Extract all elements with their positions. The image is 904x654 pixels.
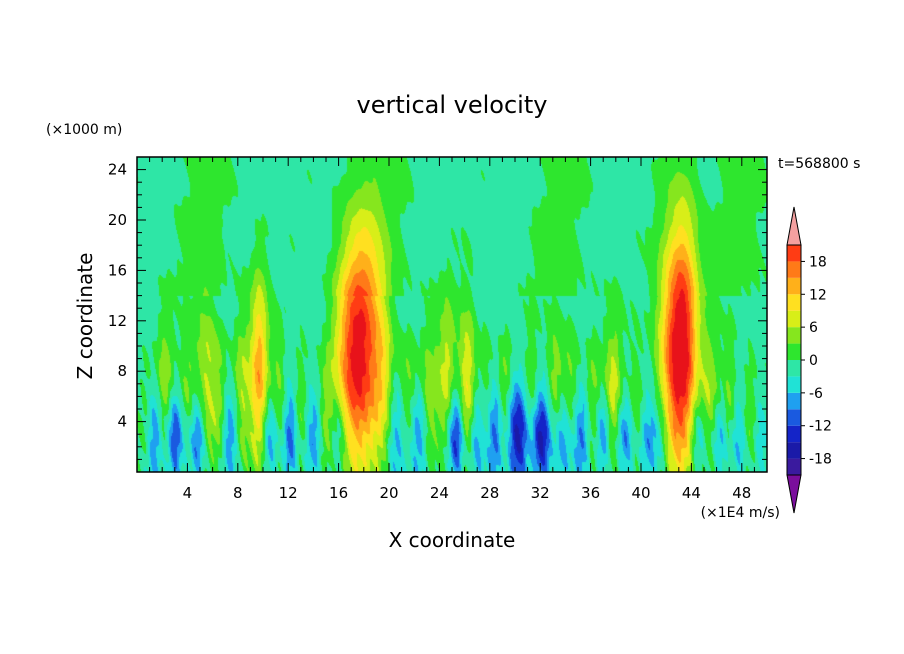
colorbar-band bbox=[787, 409, 801, 426]
colorbar-band bbox=[787, 245, 801, 262]
colorbar-tick-label: 12 bbox=[809, 287, 827, 303]
y-tick-label: 4 bbox=[117, 413, 127, 431]
y-tick-label: 16 bbox=[108, 261, 127, 279]
colorbar-band bbox=[787, 425, 801, 443]
colorbar-tick-label: 0 bbox=[809, 353, 818, 369]
heatmap-field bbox=[137, 157, 767, 472]
y-axis-label: Z coordinate bbox=[73, 253, 97, 380]
chart-title: vertical velocity bbox=[357, 91, 548, 119]
x-tick-label: 20 bbox=[379, 484, 398, 502]
colorbar-band bbox=[787, 442, 801, 459]
x-tick-label: 32 bbox=[531, 484, 550, 502]
x-tick-label: 16 bbox=[329, 484, 348, 502]
colorbar-band bbox=[787, 327, 801, 344]
colorbar: 18 12 6 0 -6 -12 -18 bbox=[786, 206, 832, 514]
time-label: t=568800 s bbox=[778, 156, 860, 172]
colorbar-tick-label: -18 bbox=[809, 452, 832, 468]
colorbar-band bbox=[787, 458, 801, 475]
colorbar-band bbox=[787, 376, 801, 393]
colorbar-band bbox=[787, 310, 801, 328]
colorbar-band bbox=[787, 392, 801, 410]
colorbar-band bbox=[787, 277, 801, 295]
x-axis-ticks: 4 8 12 16 20 24 28 32 36 40 44 48 bbox=[149, 157, 755, 502]
x-tick-label: 12 bbox=[279, 484, 298, 502]
x-tick-label: 36 bbox=[581, 484, 600, 502]
x-tick-label: 4 bbox=[183, 484, 193, 502]
y-tick-label: 12 bbox=[108, 312, 127, 330]
colorbar-extend-high bbox=[786, 206, 802, 246]
y-tick-label: 24 bbox=[108, 161, 127, 179]
colorbar-extend-low bbox=[786, 474, 802, 514]
colorbar-band bbox=[787, 360, 801, 377]
x-tick-label: 48 bbox=[732, 484, 751, 502]
y-tick-label: 20 bbox=[108, 211, 127, 229]
x-axis-label: X coordinate bbox=[389, 528, 516, 552]
x-tick-label: 24 bbox=[430, 484, 449, 502]
y-tick-label: 8 bbox=[117, 362, 127, 380]
colorbar-tick-label: 6 bbox=[809, 320, 818, 336]
y-axis-ticks: 4 8 12 16 20 24 bbox=[108, 161, 767, 460]
y-axis-unit: (×1000 m) bbox=[46, 122, 122, 138]
x-axis-unit: (×1E4 m/s) bbox=[701, 505, 780, 521]
x-tick-label: 44 bbox=[682, 484, 701, 502]
colorbar-band bbox=[787, 294, 801, 311]
colorbar-tick-label: 18 bbox=[809, 254, 827, 270]
colorbar-band bbox=[787, 261, 801, 278]
colorbar-tick-label: -12 bbox=[809, 419, 832, 435]
x-tick-label: 40 bbox=[631, 484, 650, 502]
x-tick-label: 28 bbox=[480, 484, 499, 502]
colorbar-tick-label: -6 bbox=[809, 386, 823, 402]
plot-area bbox=[136, 156, 768, 473]
colorbar-band bbox=[787, 343, 801, 360]
x-tick-label: 8 bbox=[233, 484, 243, 502]
